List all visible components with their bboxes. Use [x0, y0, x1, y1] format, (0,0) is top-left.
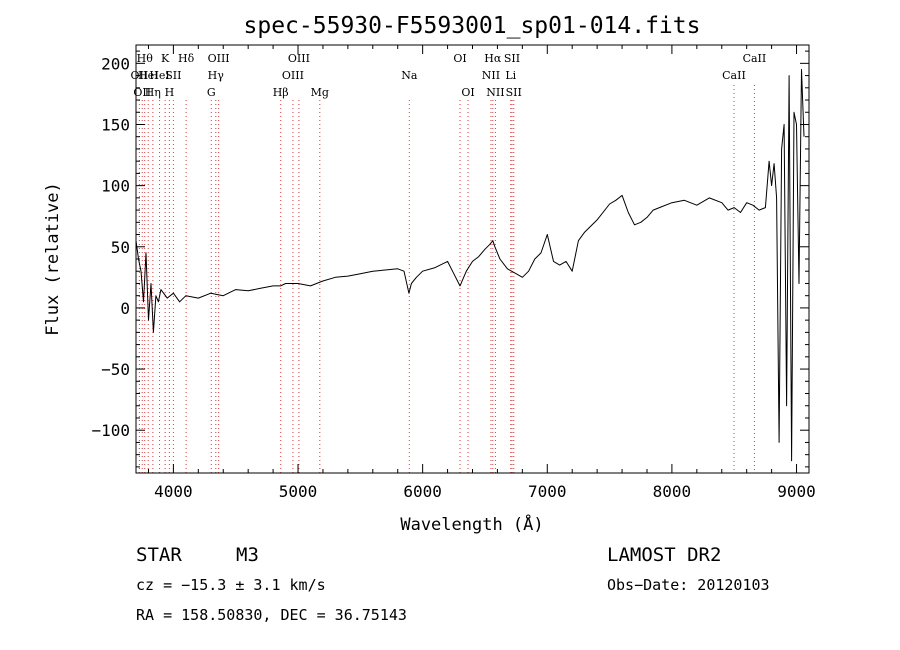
line-label-13: Hβ — [273, 86, 289, 99]
line-label-7: H — [165, 86, 175, 99]
cat-label-0: CaII — [722, 69, 746, 82]
line-label-6: K — [161, 52, 170, 65]
line-label-21: Hα — [484, 52, 502, 65]
y-tick-label-4: 100 — [101, 177, 130, 196]
spectrum-series — [135, 69, 805, 462]
spectral-line-markers: OIIOIIHθHeIHηHeIKHSIIHδGHγOIIIHβOIIIOIII… — [131, 52, 767, 473]
x-tick-label-1: 5000 — [279, 482, 318, 501]
observation-date: Obs−Date: 20120103 — [607, 576, 770, 594]
line-label-2: Hθ — [137, 52, 154, 65]
y-tick-label-2: 0 — [120, 299, 130, 318]
line-label-12: OIII — [208, 52, 230, 65]
ra-dec: RA = 158.50830, DEC = 36.75143 — [136, 606, 407, 624]
x-axis-label: Wavelength (Å) — [400, 513, 543, 535]
object-class: STAR — [136, 544, 182, 566]
y-axis-label: Flux (relative) — [43, 182, 63, 336]
line-label-14: OIII — [282, 69, 304, 82]
y-tick-label-1: −50 — [101, 360, 130, 379]
line-label-11: Hγ — [208, 69, 225, 82]
x-tick-label-0: 4000 — [154, 482, 193, 501]
line-label-15: OIII — [288, 52, 310, 65]
x-tick-label-2: 6000 — [403, 482, 442, 501]
line-label-19: OI — [461, 86, 474, 99]
chart-title: spec-55930-F5593001_sp01-014.fits — [244, 13, 701, 39]
x-tick-label-5: 9000 — [777, 482, 816, 501]
line-label-24: SII — [504, 52, 520, 65]
y-tick-label-0: −100 — [91, 421, 130, 440]
axes: 4000 5000 6000 7000 8000 9000 −100 −50 0 50 100 150… — [91, 45, 816, 501]
y-tick-label-3: 50 — [111, 238, 130, 257]
object-subclass: M3 — [236, 544, 259, 566]
x-tick-label-4: 8000 — [653, 482, 692, 501]
line-label-18: OI — [453, 52, 466, 65]
plot-frame — [135, 44, 810, 474]
line-label-1: OII — [133, 86, 151, 99]
line-label-22: NII — [486, 86, 504, 99]
line-label-8: SII — [165, 69, 181, 82]
y-tick-label-6: 200 — [101, 54, 130, 73]
line-label-23: Li — [505, 69, 516, 82]
line-label-4: Hη — [145, 86, 161, 99]
y-tick-label-5: 150 — [101, 115, 130, 134]
spectrum-line-0 — [135, 69, 805, 462]
cat-label-1: CaII — [743, 52, 767, 65]
redshift-cz: cz = −15.3 ± 3.1 km/s — [136, 576, 326, 594]
line-label-20: NII — [482, 69, 500, 82]
line-label-5: HeI — [149, 69, 169, 82]
line-label-25: SII — [506, 86, 522, 99]
line-label-9: Hδ — [178, 52, 195, 65]
survey-name: LAMOST DR2 — [607, 544, 721, 566]
line-label-10: G — [207, 86, 216, 99]
line-label-17: Na — [401, 69, 418, 82]
line-label-16: Mg — [311, 86, 329, 99]
x-tick-label-3: 7000 — [528, 482, 567, 501]
line-label-3: HeI — [138, 69, 158, 82]
